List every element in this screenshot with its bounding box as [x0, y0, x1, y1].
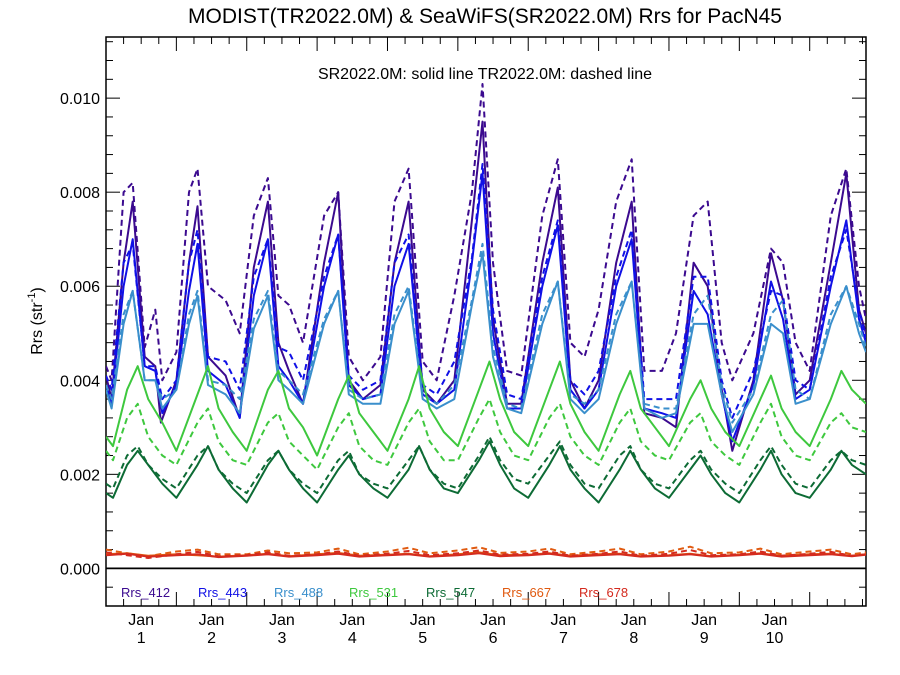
rrs-488-dashed-line — [106, 242, 866, 424]
y-tick-label: 0.008 — [60, 185, 100, 202]
x-tick-year-label: 2 — [207, 630, 216, 647]
rrs-531-solid-line — [106, 360, 866, 457]
legend-item: Rrs_547 — [426, 585, 475, 600]
x-tick-month-label: Jan — [551, 612, 577, 629]
legend: Rrs_412 Rrs_443 Rrs_488 Rrs_531 Rrs_547 Rrs_6… — [121, 585, 628, 600]
legend-item: Rrs_678 — [579, 585, 628, 600]
plot-frame — [105, 36, 867, 607]
y-axis-label: Rrs (str-1) — [26, 287, 46, 355]
rrs-443-dashed-line — [106, 163, 866, 419]
rrs-667-dashed-line — [106, 545, 866, 558]
rrs-412-dashed-line — [106, 83, 866, 382]
rrs-678-solid-line — [106, 552, 866, 559]
x-tick-month-label: Jan — [339, 612, 365, 629]
x-tick-month-label: Jan — [199, 612, 225, 629]
x-tick-year-label: 3 — [277, 630, 286, 647]
y-tick-label: 0.002 — [60, 467, 100, 484]
axis-ticks: 0.0000.0020.0040.0060.0080.010Jan1Jan2Ja… — [60, 37, 866, 647]
series-layer — [106, 83, 866, 570]
legend-item: Rrs_443 — [198, 585, 247, 600]
x-tick-year-label: 10 — [766, 630, 784, 647]
x-tick-month-label: Jan — [762, 612, 788, 629]
series-group — [106, 83, 866, 570]
y-tick-label: 0.010 — [60, 91, 100, 108]
x-tick-month-label: Jan — [621, 612, 647, 629]
x-tick-year-label: 8 — [629, 630, 638, 647]
rrs-547-solid-line — [106, 440, 866, 504]
legend-item: Rrs_412 — [121, 585, 170, 600]
rrs-443-solid-line — [106, 172, 866, 443]
x-tick-month-label: Jan — [691, 612, 717, 629]
rrs-531-dashed-line — [106, 398, 866, 471]
line-style-note: SR2022.0M: solid line TR2022.0M: dashed … — [318, 66, 652, 83]
chart-title: MODIST(TR2022.0M) & SeaWiFS(SR2022.0M) R… — [188, 5, 782, 28]
legend-item: Rrs_667 — [502, 585, 551, 600]
x-tick-year-label: 6 — [489, 630, 498, 647]
rrs-412-solid-line — [106, 120, 866, 452]
legend-item: Rrs_531 — [349, 585, 398, 600]
x-tick-month-label: Jan — [128, 612, 154, 629]
x-tick-year-label: 7 — [559, 630, 568, 647]
x-tick-month-label: Jan — [269, 612, 295, 629]
x-tick-year-label: 4 — [348, 630, 357, 647]
y-tick-label: 0.006 — [60, 279, 100, 296]
x-tick-year-label: 9 — [700, 630, 709, 647]
rrs-547-dashed-line — [106, 435, 866, 495]
y-tick-label: 0.004 — [60, 373, 100, 390]
x-tick-year-label: 1 — [137, 630, 146, 647]
legend-item: Rrs_488 — [274, 585, 323, 600]
x-tick-year-label: 5 — [418, 630, 427, 647]
y-tick-label: 0.000 — [60, 561, 100, 578]
x-tick-month-label: Jan — [480, 612, 506, 629]
x-tick-month-label: Jan — [410, 612, 436, 629]
